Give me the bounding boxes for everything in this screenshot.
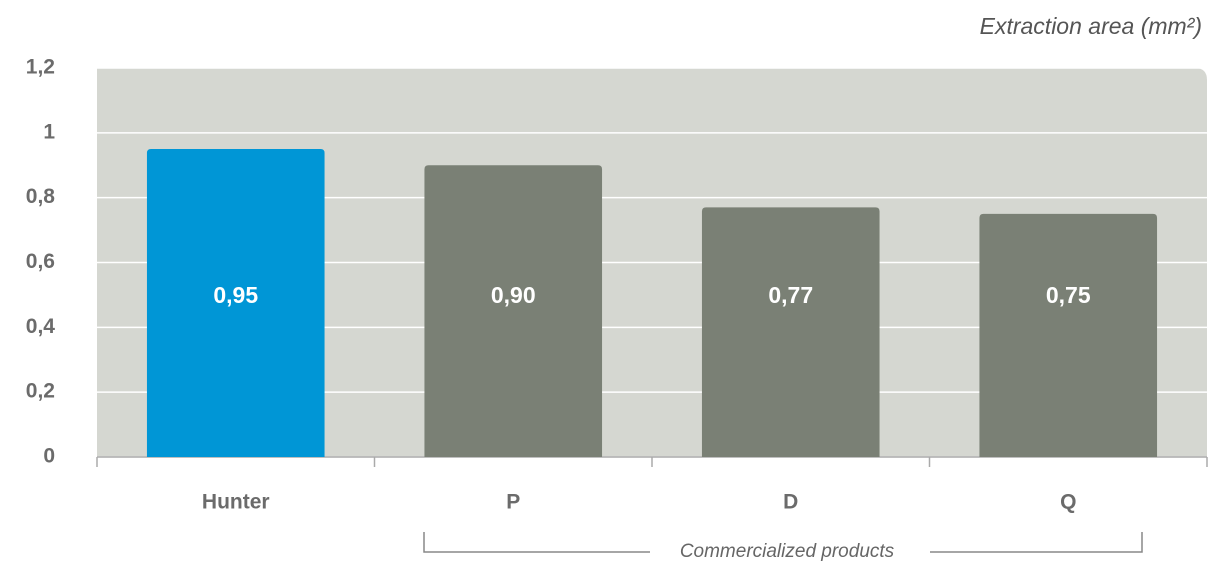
- x-tick-label: D: [783, 491, 798, 514]
- bar: [701, 207, 880, 457]
- y-tick-label: 0: [43, 445, 55, 468]
- y-tick-label: 0,8: [26, 185, 56, 208]
- x-tick-label: Q: [1060, 491, 1076, 514]
- data-label: 0,95: [213, 282, 258, 308]
- bar: [979, 213, 1158, 457]
- annotation: Commercialized products: [680, 541, 895, 562]
- y-tick-label: 0,4: [26, 315, 56, 338]
- data-label: 0,90: [491, 282, 536, 308]
- x-tick-label: Hunter: [202, 491, 270, 514]
- y-tick-label: 0,6: [26, 250, 55, 273]
- x-tick-label: P: [506, 491, 520, 514]
- bracket: [423, 532, 1143, 553]
- y-tick-label: 0,2: [26, 380, 55, 403]
- chart-title: Extraction area (mm²): [980, 13, 1202, 39]
- data-label: 0,75: [1046, 282, 1091, 308]
- bar: [424, 165, 603, 457]
- bar: [146, 149, 325, 457]
- y-tick-label: 1: [43, 120, 55, 143]
- data-label: 0,77: [768, 282, 813, 308]
- y-tick-label: 1,2: [26, 56, 55, 79]
